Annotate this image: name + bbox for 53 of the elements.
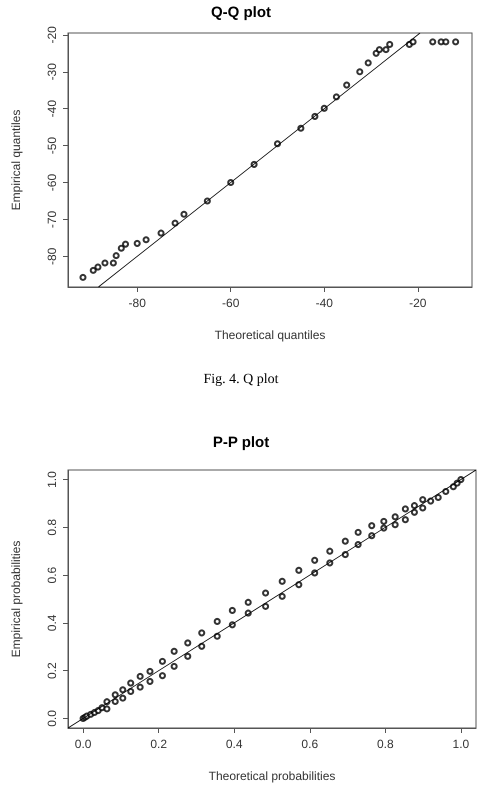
point (94, 264, 102, 271)
y-tick-label: 0.0 (45, 710, 59, 727)
point (452, 38, 460, 46)
y-tick-label: -30 (45, 62, 59, 80)
x-tick-label: -80 (128, 296, 146, 310)
point (356, 68, 364, 76)
y-tick-label: 0.8 (45, 518, 59, 536)
point (101, 260, 108, 266)
y-tick-label: -50 (45, 136, 59, 154)
x-tick-label: -60 (222, 296, 240, 310)
x-tick-label: 0.4 (226, 737, 243, 751)
x-tick-label: -20 (409, 296, 427, 310)
y-tick-label: -20 (45, 26, 59, 44)
point (142, 236, 150, 244)
point (112, 252, 120, 260)
point (429, 38, 436, 46)
chart-title: P-P plot (212, 434, 270, 451)
point (364, 59, 372, 66)
x-tick-label: -40 (316, 296, 334, 310)
point (376, 46, 383, 54)
y-tick-label: 0.2 (45, 662, 59, 680)
point (90, 266, 97, 274)
y-tick-label: -40 (45, 100, 59, 118)
x-tick-label: 0.6 (301, 737, 318, 751)
point (172, 220, 179, 227)
point (110, 260, 117, 266)
point (134, 240, 141, 247)
y-tick-label: -80 (45, 247, 59, 266)
point (386, 40, 394, 48)
point (343, 82, 350, 89)
y-axis-title: Empirical probabilities (9, 540, 23, 658)
x-tick-label: 0.0 (74, 737, 92, 751)
point (410, 38, 417, 46)
caption: Fig. 4. Q plot (202, 372, 280, 388)
point (442, 38, 450, 46)
x-tick-label: 1.0 (452, 737, 470, 751)
point (180, 210, 188, 218)
y-tick-label: 0.6 (45, 566, 59, 584)
x-tick-label: 0.8 (376, 737, 394, 751)
point (122, 240, 130, 248)
y-tick-label: 0.4 (45, 614, 59, 632)
x-tick-label: 0.2 (150, 737, 168, 751)
point (158, 230, 165, 237)
point (79, 274, 86, 281)
x-axis-title: Theoretical quantiles (214, 328, 326, 342)
chart-title: Q-Q plot (211, 4, 271, 21)
y-tick-label: -60 (45, 174, 59, 192)
point (118, 244, 125, 252)
y-axis-title: Empirical quantiles (9, 110, 23, 210)
point (382, 46, 390, 54)
y-tick-label: -70 (45, 210, 59, 228)
x-axis-title: Theoretical probabilities (208, 769, 336, 783)
y-tick-label: 1.0 (45, 470, 59, 488)
